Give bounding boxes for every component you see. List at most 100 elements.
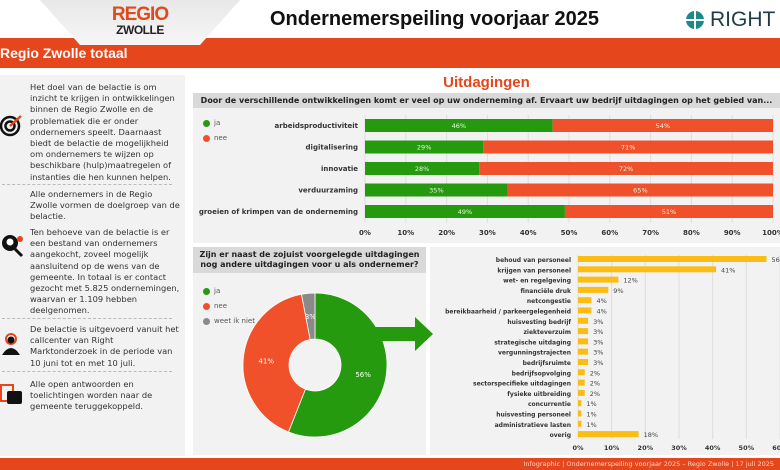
bar-ja bbox=[365, 119, 553, 132]
data-label: 2% bbox=[590, 369, 600, 377]
bar-nee bbox=[479, 162, 773, 175]
x-tick-label: 90% bbox=[724, 229, 741, 237]
legend-dot-nee bbox=[203, 134, 210, 142]
bar-nee bbox=[564, 205, 773, 218]
goal-text: Het doel van de belactie is om inzicht t… bbox=[30, 82, 175, 182]
donut-chart: 56% 41% 3% bbox=[242, 292, 433, 438]
bar bbox=[578, 379, 585, 386]
category-label: bedrijfsopvolging bbox=[512, 370, 571, 377]
category-label: bedrijfsruimte bbox=[523, 360, 571, 367]
legend-label: ja bbox=[214, 119, 221, 127]
data-label: 2% bbox=[590, 390, 600, 398]
category-label: concurrentie bbox=[528, 401, 571, 408]
bar bbox=[578, 348, 589, 355]
arrow-icon bbox=[343, 317, 433, 351]
category-label: behoud van personeel bbox=[496, 257, 571, 264]
category-label: financiële druk bbox=[521, 288, 572, 295]
bar-ja bbox=[365, 183, 508, 197]
chart-question: Door de verschillende ontwikkelingen kom… bbox=[193, 93, 780, 108]
x-tick-label: 60% bbox=[601, 229, 618, 237]
x-tick-label: 30% bbox=[671, 444, 687, 452]
bar bbox=[578, 297, 592, 304]
data-label: 1% bbox=[586, 421, 596, 429]
legend-label: ja bbox=[214, 287, 221, 295]
data-label: 49% bbox=[458, 208, 472, 216]
category-label: verduurzaming bbox=[298, 187, 358, 195]
data-label: 9% bbox=[613, 287, 623, 295]
category-label: huisvesting personeel bbox=[496, 412, 571, 419]
x-tick-label: 0% bbox=[572, 444, 584, 452]
target-icon bbox=[0, 115, 22, 137]
bar bbox=[578, 359, 589, 365]
bar bbox=[578, 317, 589, 324]
right-logo-icon bbox=[686, 11, 704, 29]
x-tick-label: 20% bbox=[438, 229, 455, 237]
data-label: 1% bbox=[586, 400, 596, 408]
data-label: 56% bbox=[772, 256, 780, 264]
data-label: 3% bbox=[593, 318, 603, 326]
legend-dot-nee bbox=[203, 302, 210, 310]
data-label: 3% bbox=[593, 338, 603, 346]
bar-ja bbox=[365, 162, 480, 175]
data-label: 3% bbox=[593, 359, 603, 367]
bar bbox=[578, 307, 592, 314]
chart-legend: ja nee bbox=[203, 119, 227, 149]
x-tick-label: 60% bbox=[772, 444, 780, 452]
sample-text: Ten behoeve van de belactie is er een be… bbox=[30, 227, 180, 316]
bar-ja bbox=[365, 140, 484, 154]
legend-label: weet ik niet bbox=[214, 317, 255, 325]
x-tick-label: 40% bbox=[520, 229, 537, 237]
data-label: 41% bbox=[721, 266, 735, 274]
logo-line2: ZWOLLE bbox=[116, 23, 164, 37]
category-label: fysieke uitbreiding bbox=[507, 391, 571, 398]
region-label: Regio Zwolle totaal bbox=[0, 45, 128, 61]
bar bbox=[578, 328, 589, 335]
page-title: Ondernemerspeiling voorjaar 2025 bbox=[270, 8, 600, 30]
data-label: 12% bbox=[623, 277, 637, 285]
data-label: 72% bbox=[619, 165, 633, 173]
bar bbox=[578, 420, 582, 427]
target-text: Alle ondernemers in de Regio Zwolle vorm… bbox=[30, 189, 180, 222]
data-label: 3% bbox=[593, 328, 603, 336]
x-tick-label: 70% bbox=[642, 229, 659, 237]
footer: Infographic | Ondernemerspeiling voorjaa… bbox=[0, 458, 780, 470]
bar bbox=[578, 256, 767, 262]
slice-label: 3% bbox=[305, 313, 316, 321]
divider bbox=[2, 184, 172, 185]
section-title: Uitdagingen bbox=[443, 74, 530, 91]
data-label: 3% bbox=[593, 349, 603, 357]
bar bbox=[578, 389, 585, 396]
slice-label: 56% bbox=[355, 371, 371, 379]
donut-slice-nee bbox=[242, 293, 311, 433]
x-tick-label: 50% bbox=[561, 229, 578, 237]
x-tick-label: 0% bbox=[359, 229, 371, 237]
legend-label: nee bbox=[214, 302, 228, 310]
bar bbox=[578, 266, 717, 273]
data-label: 29% bbox=[417, 144, 431, 152]
bar-nee bbox=[552, 119, 773, 132]
x-tick-label: 20% bbox=[638, 444, 654, 452]
data-label: 2% bbox=[590, 380, 600, 388]
data-label: 28% bbox=[415, 165, 429, 173]
data-label: 35% bbox=[429, 187, 443, 195]
bar bbox=[578, 338, 589, 345]
donut-question: Zijn er naast de zojuist voorgelegde uit… bbox=[193, 247, 426, 273]
legend-dot-ja bbox=[203, 119, 210, 127]
category-label: strategische uitdaging bbox=[494, 339, 571, 346]
data-label: 71% bbox=[621, 144, 635, 152]
x-tick-label: 50% bbox=[739, 444, 755, 452]
data-label: 1% bbox=[586, 411, 596, 419]
bar-nee bbox=[507, 183, 773, 197]
feedback-text: Alle open antwoorden en toelichtingen wo… bbox=[30, 379, 153, 412]
brand-name: RIGHT bbox=[710, 8, 776, 31]
other-challenges-bars-panel: 0% 10% 20% 30% 40% 50% 60% behoud van personeel… bbox=[430, 247, 780, 455]
data-label: 51% bbox=[662, 208, 676, 216]
bar bbox=[578, 286, 609, 293]
x-tick-label: 40% bbox=[705, 444, 721, 452]
bar bbox=[578, 276, 619, 283]
category-label: huisvesting bedrijf bbox=[507, 319, 571, 326]
x-tick-label: 10% bbox=[397, 229, 414, 237]
x-tick-label: 10% bbox=[604, 444, 620, 452]
stacked-bar-chart: 0% 10% 20% 30% 40% 50% 60% 70% 80% 90% 100% arbeids… bbox=[199, 115, 780, 237]
data-label: 4% bbox=[596, 297, 606, 305]
